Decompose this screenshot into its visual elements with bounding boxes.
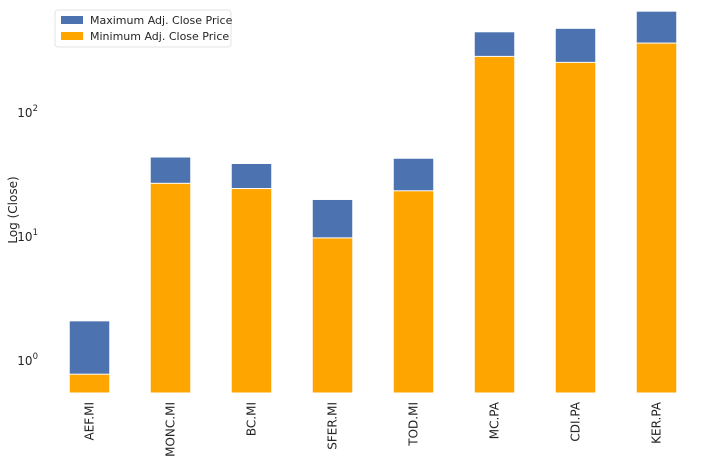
- y-tick-label-0: 100: [17, 352, 38, 368]
- x-tick-label-monc-mi: MONC.MI: [164, 402, 178, 457]
- y-axis-ticks: 100 101 102: [17, 104, 38, 368]
- y-tick-label-1: 101: [17, 228, 38, 244]
- bar-min-sfer-mi: [311, 237, 354, 394]
- x-tick-label-aef-mi: AEF.MI: [83, 402, 97, 440]
- legend: Maximum Adj. Close Price Minimum Adj. Clo…: [54, 9, 233, 48]
- x-axis-ticks: AEF.MI MONC.MI BC.MI SFER.MI TOD.MI MC.PA CDI.…: [83, 401, 664, 457]
- y-tick-label-2: 102: [17, 104, 38, 120]
- y-axis-label: Log (Close): [6, 176, 20, 243]
- bar-min-mc-pa: [473, 55, 516, 394]
- bar-min-monc-mi: [149, 182, 192, 394]
- x-tick-label-ker-pa: KER.PA: [650, 401, 664, 444]
- x-tick-label-cdi-pa: CDI.PA: [569, 401, 583, 441]
- x-tick-label-mc-pa: MC.PA: [488, 401, 502, 439]
- x-tick-label-bc-mi: BC.MI: [245, 402, 259, 436]
- bar-min-aef-mi: [68, 373, 111, 394]
- bar-min-ker-pa: [635, 42, 678, 394]
- legend-swatch-max: [61, 16, 83, 24]
- bar-min-cdi-pa: [554, 61, 597, 394]
- x-tick-label-tod-mi: TOD.MI: [407, 402, 421, 447]
- legend-label-max: Maximum Adj. Close Price: [90, 14, 233, 27]
- x-tick-label-sfer-mi: SFER.MI: [326, 402, 340, 450]
- bar-min-tod-mi: [392, 190, 435, 394]
- legend-label-min: Minimum Adj. Close Price: [90, 30, 229, 43]
- legend-frame: [54, 9, 232, 48]
- legend-swatch-min: [61, 32, 83, 40]
- bar-min-bc-mi: [230, 188, 273, 394]
- bars-group: [68, 10, 678, 394]
